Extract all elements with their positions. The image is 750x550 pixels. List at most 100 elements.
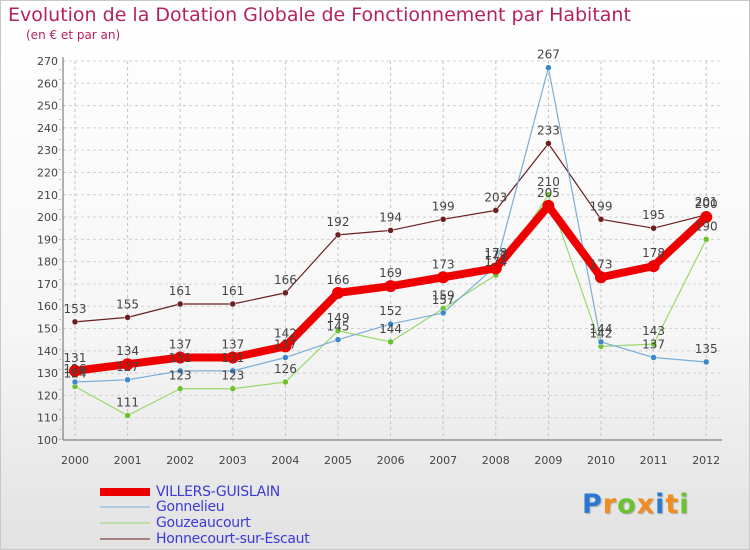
- data-label: 161: [169, 284, 192, 298]
- data-point: [437, 271, 450, 284]
- y-tick-label: 240: [37, 122, 58, 135]
- x-tick-label: 2004: [271, 454, 299, 467]
- y-tick-label: 190: [37, 233, 58, 246]
- data-label: 131: [221, 351, 244, 365]
- data-label: 131: [169, 351, 192, 365]
- data-point: [124, 412, 131, 419]
- data-point: [69, 364, 81, 377]
- data-point: [332, 286, 344, 299]
- data-point: [334, 327, 342, 335]
- data-point: [176, 385, 184, 392]
- data-label: 195: [642, 208, 665, 222]
- data-point: [387, 320, 394, 328]
- data-label: 111: [116, 395, 139, 409]
- data-point: [647, 260, 660, 273]
- y-tick-label: 150: [37, 323, 58, 336]
- data-label: 173: [590, 257, 613, 271]
- x-tick-label: 2001: [114, 454, 142, 467]
- data-point: [545, 64, 552, 71]
- legend-swatch: [100, 506, 150, 508]
- data-point: [650, 354, 657, 361]
- data-label: 159: [432, 288, 455, 302]
- data-label: 131: [64, 351, 87, 365]
- y-tick-label: 260: [37, 77, 58, 90]
- y-tick-label: 210: [37, 189, 58, 202]
- legend-label: Honnecourt-sur-Escaut: [156, 531, 310, 547]
- y-tick-label: 100: [37, 434, 58, 447]
- chart-title: Evolution de la Dotation Globale de Fonc…: [8, 4, 631, 26]
- y-tick-label: 110: [37, 412, 58, 425]
- y-tick-label: 180: [37, 256, 58, 269]
- x-tick-label: 2011: [640, 454, 668, 467]
- legend-label: Gouzeaucourt: [156, 515, 251, 531]
- y-tick-label: 250: [37, 100, 58, 113]
- x-tick-label: 2000: [61, 454, 89, 467]
- data-point: [71, 378, 79, 386]
- data-label: 161: [221, 284, 244, 298]
- data-label: 200: [695, 197, 718, 211]
- data-point: [124, 314, 131, 321]
- y-tick-label: 170: [37, 278, 58, 291]
- data-label: 233: [537, 123, 560, 137]
- legend-label: VILLERS-GUISLAIN: [156, 484, 280, 500]
- logo-letter: P: [582, 489, 603, 520]
- data-label: 169: [379, 266, 402, 280]
- x-tick-label: 2003: [219, 454, 247, 467]
- data-point: [124, 376, 131, 384]
- data-label: 203: [484, 190, 507, 204]
- x-tick-label: 2005: [324, 454, 352, 467]
- data-label: 178: [484, 246, 507, 260]
- data-label: 123: [221, 369, 244, 383]
- data-label: 152: [379, 304, 402, 318]
- data-label: 123: [169, 369, 192, 383]
- data-label: 210: [537, 175, 560, 189]
- data-label: 173: [432, 257, 455, 271]
- x-tick-label: 2007: [429, 454, 457, 467]
- logo-letter: i: [679, 489, 690, 520]
- data-label: 143: [642, 324, 665, 338]
- data-label: 194: [379, 210, 402, 224]
- data-point: [229, 367, 237, 375]
- data-point: [174, 351, 187, 364]
- data-label: 177: [484, 248, 507, 262]
- data-point: [387, 338, 394, 346]
- data-point: [229, 300, 237, 308]
- data-point: [700, 211, 713, 224]
- data-point: [439, 309, 447, 317]
- data-point: [71, 318, 79, 326]
- y-tick-label: 200: [37, 211, 58, 224]
- data-point: [545, 140, 552, 147]
- data-label: 134: [116, 344, 139, 358]
- y-tick-label: 160: [37, 300, 58, 313]
- data-label: 199: [432, 199, 455, 213]
- x-tick-label: 2002: [166, 454, 194, 467]
- data-label: 145: [327, 320, 350, 334]
- data-label: 166: [327, 273, 350, 287]
- data-label: 137: [221, 338, 244, 352]
- data-point: [384, 280, 397, 293]
- data-label: 153: [64, 302, 87, 316]
- data-point: [334, 231, 342, 239]
- data-label: 178: [642, 246, 665, 260]
- data-label: 157: [432, 293, 455, 307]
- data-label: 126: [274, 362, 297, 376]
- data-point: [121, 358, 134, 371]
- data-label: 144: [379, 322, 402, 336]
- x-tick-label: 2010: [587, 454, 615, 467]
- data-point: [492, 207, 500, 214]
- data-label: 199: [590, 199, 613, 213]
- data-label: 137: [274, 338, 297, 352]
- legend-swatch: [100, 522, 150, 524]
- data-point: [542, 199, 555, 212]
- data-point: [439, 216, 447, 223]
- y-tick-label: 130: [37, 367, 58, 380]
- data-label: 142: [590, 326, 613, 340]
- data-point: [597, 216, 605, 223]
- data-label: 135: [695, 342, 718, 356]
- data-label: 127: [116, 360, 139, 374]
- legend-label: Gonnelieu: [156, 499, 225, 515]
- data-point: [176, 367, 184, 375]
- data-point: [489, 262, 502, 275]
- data-point: [595, 271, 607, 284]
- data-label: 166: [274, 273, 297, 287]
